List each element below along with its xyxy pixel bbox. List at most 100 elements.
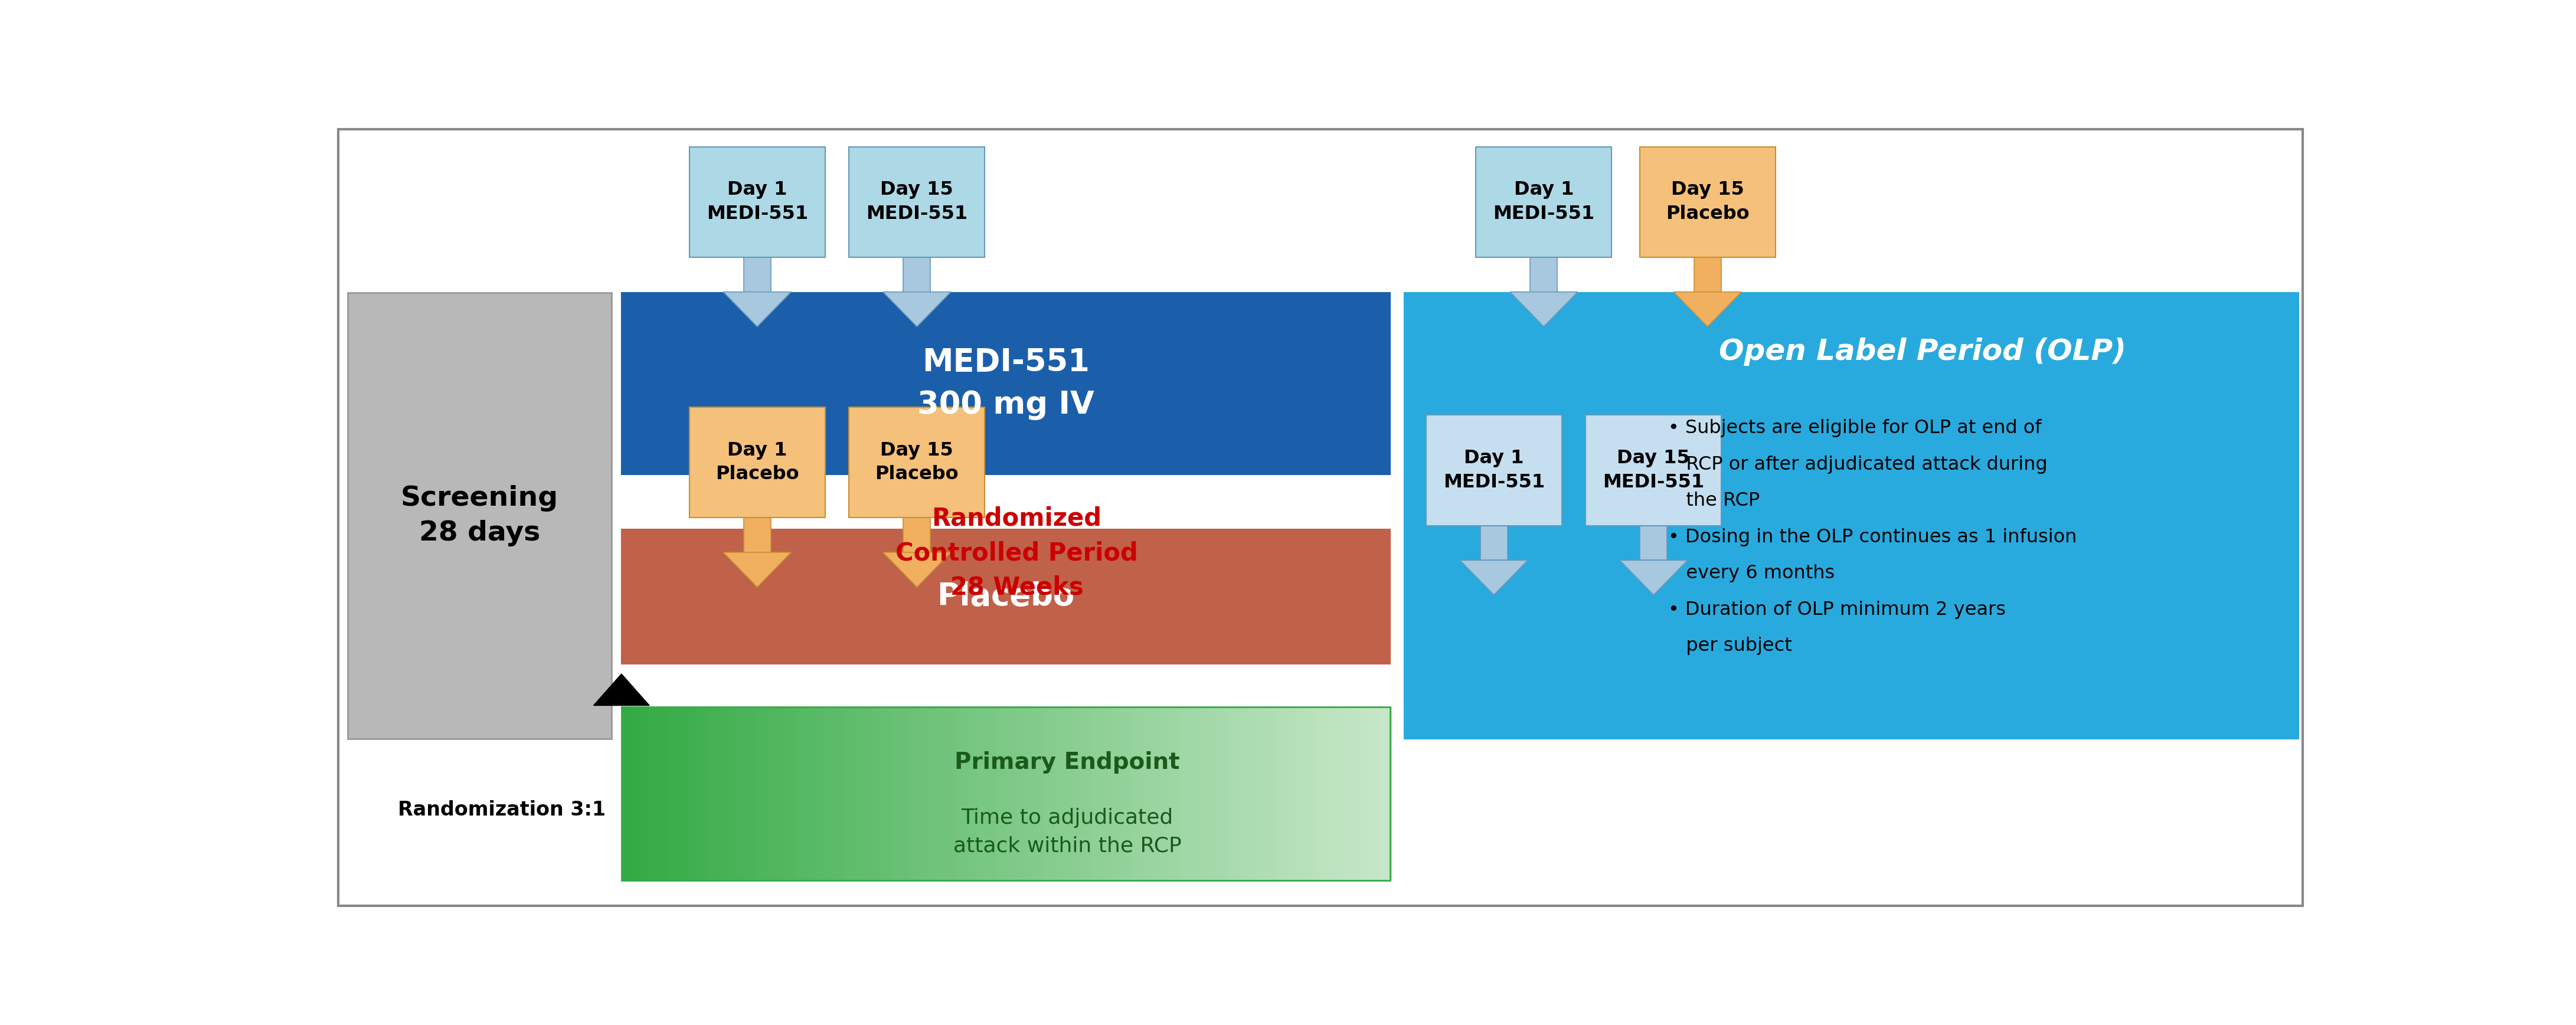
Bar: [1404, 293, 2298, 739]
Text: Day 15
Placebo: Day 15 Placebo: [1667, 180, 1749, 223]
Bar: [690, 147, 824, 257]
Bar: [1149, 707, 1162, 880]
Bar: [842, 707, 853, 880]
Bar: [1005, 707, 1018, 880]
Bar: [641, 707, 652, 880]
Polygon shape: [1674, 292, 1741, 327]
Polygon shape: [1461, 561, 1528, 594]
Bar: [1043, 707, 1056, 880]
Bar: [871, 707, 884, 880]
Bar: [832, 707, 845, 880]
Bar: [744, 518, 770, 552]
Bar: [1226, 707, 1239, 880]
Bar: [726, 707, 739, 880]
Text: Day 1
MEDI-551: Day 1 MEDI-551: [706, 180, 809, 223]
Bar: [1236, 707, 1247, 880]
Text: Primary Endpoint: Primary Endpoint: [956, 751, 1180, 774]
Text: Screening
28 days: Screening 28 days: [402, 485, 559, 546]
Bar: [1141, 707, 1151, 880]
Text: Day 1
Placebo: Day 1 Placebo: [716, 441, 799, 484]
Bar: [649, 707, 662, 880]
Bar: [1275, 707, 1285, 880]
Bar: [904, 257, 930, 292]
Bar: [1025, 707, 1036, 880]
Bar: [1638, 147, 1775, 257]
Bar: [1159, 707, 1170, 880]
Text: • Duration of OLP minimum 2 years: • Duration of OLP minimum 2 years: [1667, 601, 2007, 619]
Bar: [1198, 707, 1208, 880]
Bar: [1082, 707, 1095, 880]
Bar: [948, 707, 958, 880]
Bar: [1103, 707, 1113, 880]
Bar: [1324, 707, 1334, 880]
Bar: [904, 518, 930, 552]
Text: Open Label Period (OLP): Open Label Period (OLP): [1718, 337, 2125, 366]
Bar: [824, 707, 835, 880]
Text: per subject: per subject: [1667, 637, 1793, 655]
Bar: [1530, 257, 1558, 292]
Polygon shape: [724, 552, 791, 587]
Bar: [775, 707, 786, 880]
Text: Day 15
MEDI-551: Day 15 MEDI-551: [1602, 449, 1705, 491]
Bar: [860, 707, 873, 880]
Bar: [719, 707, 729, 880]
Text: the RCP: the RCP: [1667, 492, 1759, 509]
Bar: [680, 707, 690, 880]
Text: MEDI-551
300 mg IV: MEDI-551 300 mg IV: [917, 346, 1095, 420]
Bar: [688, 707, 701, 880]
Polygon shape: [884, 292, 951, 327]
Polygon shape: [1510, 292, 1577, 327]
Bar: [1255, 707, 1267, 880]
Bar: [891, 707, 902, 880]
Bar: [814, 707, 824, 880]
Bar: [853, 707, 863, 880]
Bar: [997, 707, 1007, 880]
Bar: [1188, 707, 1200, 880]
Bar: [958, 707, 969, 880]
Bar: [1054, 707, 1064, 880]
Bar: [938, 707, 951, 880]
Bar: [621, 707, 634, 880]
Bar: [930, 707, 940, 880]
Bar: [1587, 415, 1721, 526]
Bar: [976, 707, 989, 880]
Bar: [1695, 257, 1721, 292]
Text: • Dosing in the OLP continues as 1 infusion: • Dosing in the OLP continues as 1 infus…: [1667, 528, 2076, 546]
Bar: [1015, 707, 1028, 880]
Text: Day 1
MEDI-551: Day 1 MEDI-551: [1443, 449, 1546, 491]
Bar: [708, 707, 719, 880]
Bar: [969, 707, 979, 880]
Bar: [1036, 707, 1046, 880]
Bar: [1180, 707, 1190, 880]
Bar: [747, 707, 757, 880]
Bar: [755, 707, 768, 880]
Bar: [1064, 707, 1074, 880]
Bar: [1247, 707, 1257, 880]
Bar: [1481, 526, 1507, 561]
Bar: [348, 293, 611, 739]
Bar: [786, 707, 796, 880]
Bar: [909, 707, 920, 880]
Bar: [1314, 707, 1324, 880]
Bar: [881, 707, 891, 880]
Bar: [987, 707, 997, 880]
Bar: [1427, 415, 1561, 526]
Polygon shape: [884, 552, 951, 587]
Polygon shape: [1620, 561, 1687, 594]
Text: RCP or after adjudicated attack during: RCP or after adjudicated attack during: [1667, 455, 2048, 474]
Bar: [920, 707, 930, 880]
Bar: [1293, 707, 1306, 880]
Text: Randomized
Controlled Period
28 Weeks: Randomized Controlled Period 28 Weeks: [896, 506, 1139, 600]
Text: • Subjects are eligible for OLP at end of: • Subjects are eligible for OLP at end o…: [1667, 419, 2040, 438]
Text: Placebo: Placebo: [938, 581, 1074, 612]
Bar: [1092, 707, 1103, 880]
Bar: [1265, 707, 1275, 880]
Bar: [1110, 707, 1123, 880]
Bar: [1641, 526, 1667, 561]
Text: Day 15
MEDI-551: Day 15 MEDI-551: [866, 180, 969, 223]
Bar: [1216, 707, 1229, 880]
Bar: [899, 707, 912, 880]
Bar: [744, 257, 770, 292]
Bar: [1352, 707, 1363, 880]
Text: every 6 months: every 6 months: [1667, 564, 1834, 582]
